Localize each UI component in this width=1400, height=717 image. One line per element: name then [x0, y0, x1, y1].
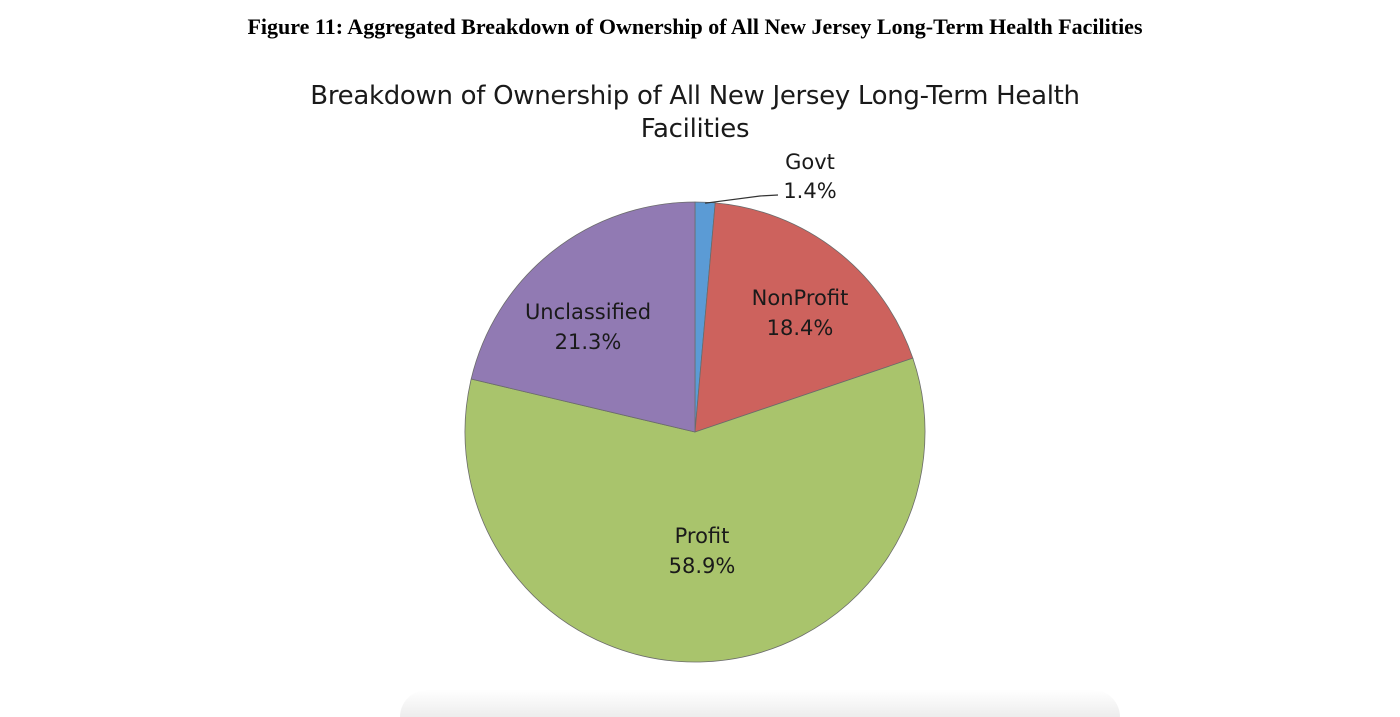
- slice-label-unclassified: Unclassified: [525, 300, 651, 324]
- figure-caption: Figure 11: Aggregated Breakdown of Owner…: [247, 14, 1143, 39]
- pie-slice-unclassified: [470, 201, 696, 433]
- slice-label-nonprofit: NonProfit: [752, 286, 849, 310]
- leader-line-govt: [705, 194, 779, 204]
- pie-slice-profit: [464, 357, 926, 663]
- chart-title: Breakdown of Ownership of All New Jersey…: [310, 81, 1080, 144]
- pie-slice-nonprofit: [694, 202, 914, 433]
- slice-value-label-nonprofit: 18.4%: [767, 316, 834, 340]
- slice-value-label-unclassified: 21.3%: [555, 330, 622, 354]
- slice-value-label-profit: 58.9%: [669, 554, 736, 578]
- pie-slices: [464, 201, 926, 663]
- slice-label-profit: Profit: [675, 524, 730, 548]
- page-shadow: [400, 690, 1120, 717]
- slice-label-govt: Govt: [785, 150, 835, 174]
- slice-value-label-govt: 1.4%: [783, 179, 836, 203]
